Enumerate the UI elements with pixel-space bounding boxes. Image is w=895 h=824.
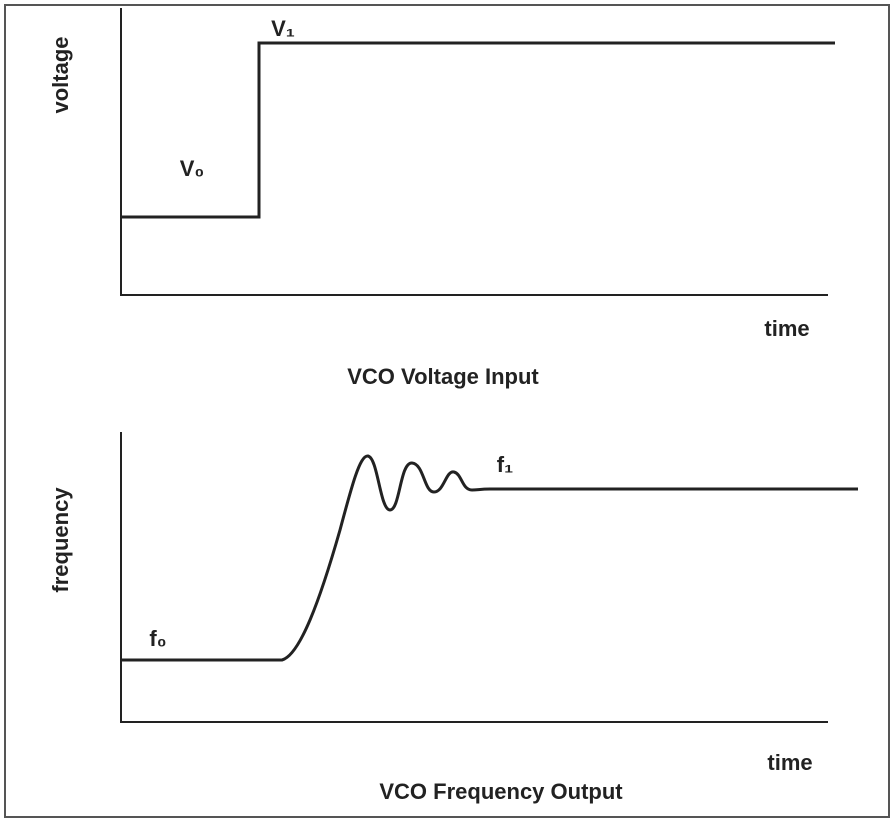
x-axis-label: time bbox=[764, 316, 809, 341]
annotation: f₀ bbox=[149, 626, 166, 651]
annotation: V₀ bbox=[180, 156, 205, 181]
frequency-response bbox=[121, 454, 858, 662]
y-axis-label: frequency bbox=[48, 487, 73, 593]
panel-title: VCO Voltage Input bbox=[347, 364, 539, 389]
panel-title: VCO Frequency Output bbox=[379, 779, 623, 804]
y-axis-label: voltage bbox=[48, 36, 73, 113]
voltage-panel: voltage V₀ V₁ time VCO Voltage Input bbox=[48, 8, 835, 389]
annotation: f₁ bbox=[497, 452, 513, 477]
axes bbox=[120, 8, 828, 296]
axes bbox=[120, 432, 828, 723]
frame bbox=[4, 4, 890, 818]
annotation: V₁ bbox=[271, 16, 295, 41]
voltage-step bbox=[121, 41, 835, 219]
frequency-panel: frequency f₀ f₁ time VCO Frequency Outpu… bbox=[48, 432, 858, 804]
x-axis-label: time bbox=[767, 750, 812, 775]
